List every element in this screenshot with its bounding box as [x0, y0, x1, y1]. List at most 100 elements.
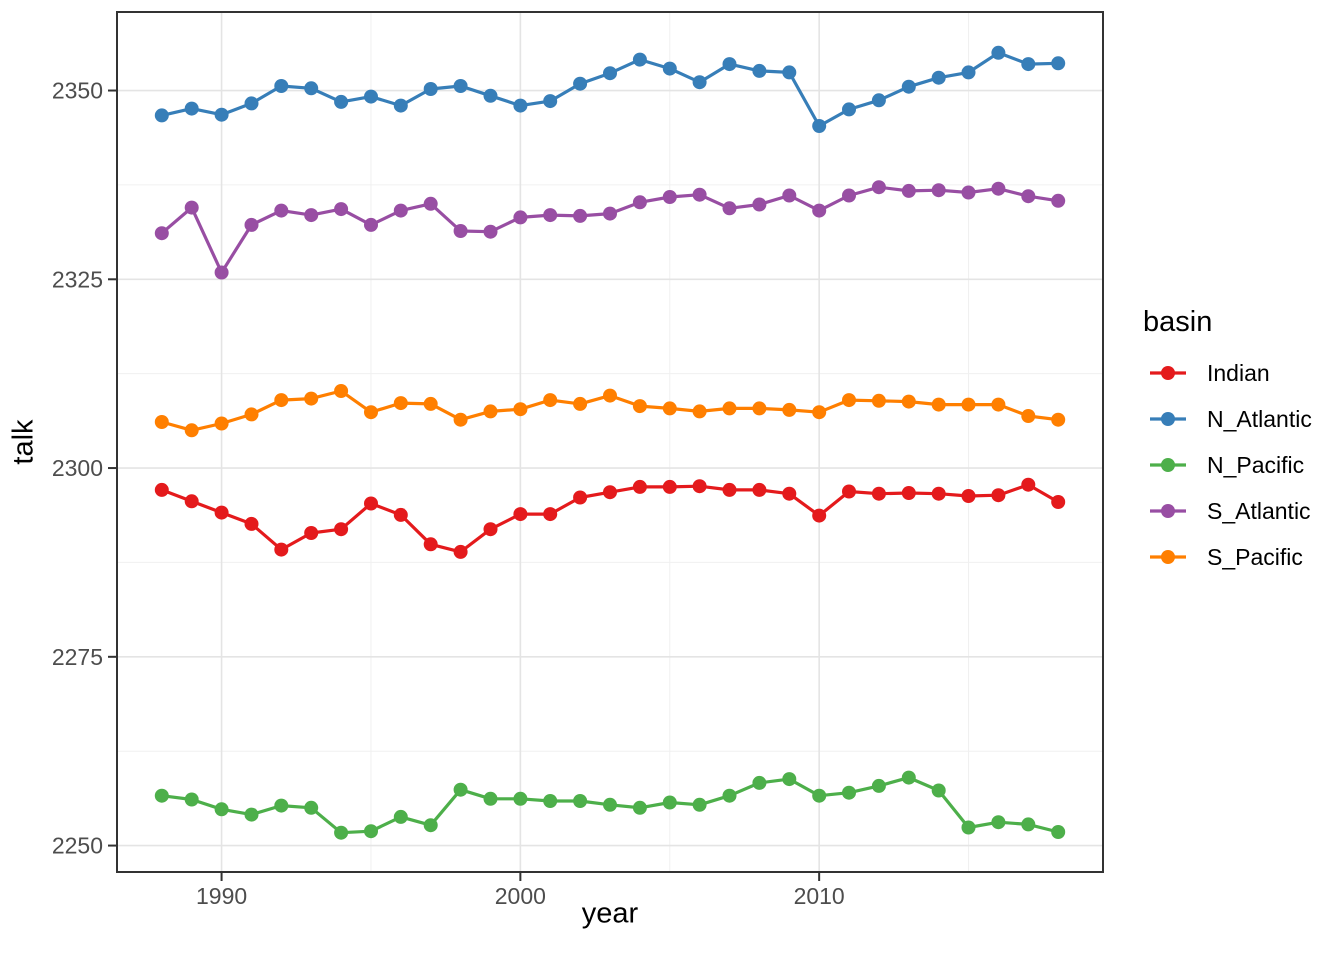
legend-key-icon-N_Atlantic [1150, 412, 1186, 426]
data-point-Indian-2009 [782, 486, 797, 501]
data-point-S_Pacific-2009 [782, 402, 797, 417]
data-point-N_Atlantic-1990 [214, 107, 229, 122]
data-point-S_Pacific-2018 [1051, 412, 1066, 427]
data-point-S_Atlantic-2006 [692, 187, 707, 202]
data-point-N_Pacific-1992 [274, 798, 289, 813]
data-point-N_Pacific-2013 [901, 770, 916, 785]
data-point-N_Pacific-1993 [304, 800, 319, 815]
data-point-N_Pacific-1988 [154, 788, 169, 803]
data-point-Indian-1994 [334, 522, 349, 537]
data-point-N_Atlantic-2015 [961, 65, 976, 80]
data-point-N_Atlantic-2003 [603, 66, 617, 81]
data-point-S_Pacific-1997 [423, 396, 438, 411]
data-point-N_Atlantic-1997 [423, 82, 438, 96]
data-point-S_Atlantic-1989 [184, 200, 199, 215]
data-point-Indian-1990 [214, 505, 229, 520]
data-point-S_Pacific-2010 [812, 405, 827, 420]
y-tick-label: 2350 [52, 78, 103, 104]
data-point-S_Atlantic-1996 [393, 203, 408, 218]
data-point-S_Pacific-1990 [214, 416, 229, 431]
data-point-S_Atlantic-1993 [304, 208, 319, 223]
data-point-S_Pacific-2015 [961, 397, 976, 412]
legend-label: S_Atlantic [1207, 497, 1311, 524]
data-point-Indian-2014 [931, 486, 946, 501]
data-point-N_Pacific-2008 [752, 775, 767, 790]
data-point-N_Pacific-2017 [1021, 817, 1036, 832]
data-point-N_Pacific-2007 [722, 788, 737, 803]
data-point-S_Atlantic-1992 [274, 203, 289, 218]
data-point-S_Atlantic-2001 [543, 208, 558, 223]
data-point-N_Atlantic-1996 [393, 98, 408, 113]
data-point-N_Atlantic-1991 [244, 96, 259, 111]
data-point-N_Atlantic-2004 [632, 52, 647, 67]
data-point-Indian-1989 [184, 494, 199, 509]
data-point-N_Pacific-2010 [812, 788, 827, 803]
data-point-Indian-2007 [722, 482, 737, 497]
data-point-N_Atlantic-2010 [812, 119, 827, 133]
data-point-N_Pacific-1999 [483, 791, 498, 806]
data-point-S_Atlantic-1990 [214, 265, 229, 280]
data-point-Indian-2015 [961, 489, 976, 503]
data-point-N_Pacific-2001 [543, 794, 558, 808]
data-point-S_Atlantic-1995 [364, 217, 378, 232]
data-point-N_Atlantic-2016 [991, 45, 1006, 60]
data-point-N_Atlantic-2018 [1051, 56, 1066, 71]
legend-item-N_Atlantic: N_Atlantic [1143, 396, 1312, 442]
data-point-S_Pacific-1994 [334, 384, 349, 398]
data-point-N_Atlantic-2011 [842, 102, 856, 117]
legend-label: N_Pacific [1207, 451, 1305, 478]
legend-key-icon-S_Pacific [1150, 550, 1186, 564]
legend-key-icon-N_Pacific [1150, 458, 1186, 472]
data-point-N_Atlantic-2009 [782, 65, 797, 80]
data-point-S_Atlantic-1999 [483, 224, 498, 239]
legend-item-S_Atlantic: S_Atlantic [1143, 488, 1312, 534]
data-point-Indian-2012 [871, 486, 886, 501]
data-point-N_Atlantic-2014 [931, 70, 946, 85]
legend-label: S_Pacific [1207, 543, 1303, 570]
data-point-S_Pacific-1993 [304, 391, 319, 406]
y-tick-label: 2300 [52, 455, 103, 481]
data-point-Indian-1991 [244, 516, 259, 531]
legend-label: Indian [1207, 359, 1270, 386]
data-point-Indian-1992 [274, 542, 289, 557]
data-point-S_Pacific-1992 [274, 393, 289, 408]
data-point-N_Atlantic-2017 [1021, 57, 1036, 72]
x-axis-title: year [581, 897, 639, 930]
data-point-S_Atlantic-2014 [931, 183, 946, 198]
legend: basin Indian N_Atlantic N_Pacific S_Atlanti… [1143, 307, 1312, 580]
legend-title: basin [1143, 306, 1213, 338]
data-point-S_Pacific-2016 [991, 397, 1006, 412]
data-point-N_Atlantic-1995 [364, 89, 378, 104]
data-point-N_Pacific-1994 [334, 825, 349, 840]
data-point-Indian-2010 [812, 508, 827, 523]
data-point-N_Pacific-1998 [453, 782, 468, 797]
data-point-S_Pacific-2000 [513, 402, 528, 417]
data-point-Indian-2008 [752, 482, 767, 497]
data-point-Indian-1997 [423, 537, 438, 552]
legend-label: N_Atlantic [1207, 405, 1312, 432]
data-point-Indian-1988 [154, 482, 169, 497]
data-point-N_Pacific-2015 [961, 820, 976, 835]
data-point-S_Atlantic-1988 [154, 226, 169, 241]
y-tick-label: 2325 [52, 266, 103, 292]
data-point-Indian-2016 [991, 488, 1006, 503]
data-point-S_Pacific-1995 [364, 405, 378, 420]
y-tick-label: 2250 [52, 833, 103, 859]
data-point-N_Pacific-2009 [782, 772, 797, 787]
data-point-Indian-2004 [632, 479, 647, 494]
data-point-S_Atlantic-1998 [453, 224, 468, 238]
x-tick-label: 2010 [794, 883, 845, 909]
legend-item-S_Pacific: S_Pacific [1143, 534, 1312, 580]
data-point-S_Pacific-2002 [573, 396, 588, 411]
data-point-N_Pacific-2000 [513, 791, 528, 806]
data-point-Indian-2013 [901, 486, 916, 500]
data-point-S_Atlantic-1991 [244, 217, 259, 232]
legend-item-N_Pacific: N_Pacific [1143, 442, 1312, 488]
x-tick-label: 1990 [196, 883, 247, 909]
data-point-S_Atlantic-2016 [991, 181, 1006, 196]
data-point-S_Atlantic-2005 [662, 190, 677, 204]
data-point-S_Pacific-1989 [184, 423, 199, 438]
data-point-S_Atlantic-2013 [901, 183, 916, 198]
data-point-S_Atlantic-2010 [812, 203, 827, 218]
data-point-S_Atlantic-1994 [334, 202, 349, 217]
